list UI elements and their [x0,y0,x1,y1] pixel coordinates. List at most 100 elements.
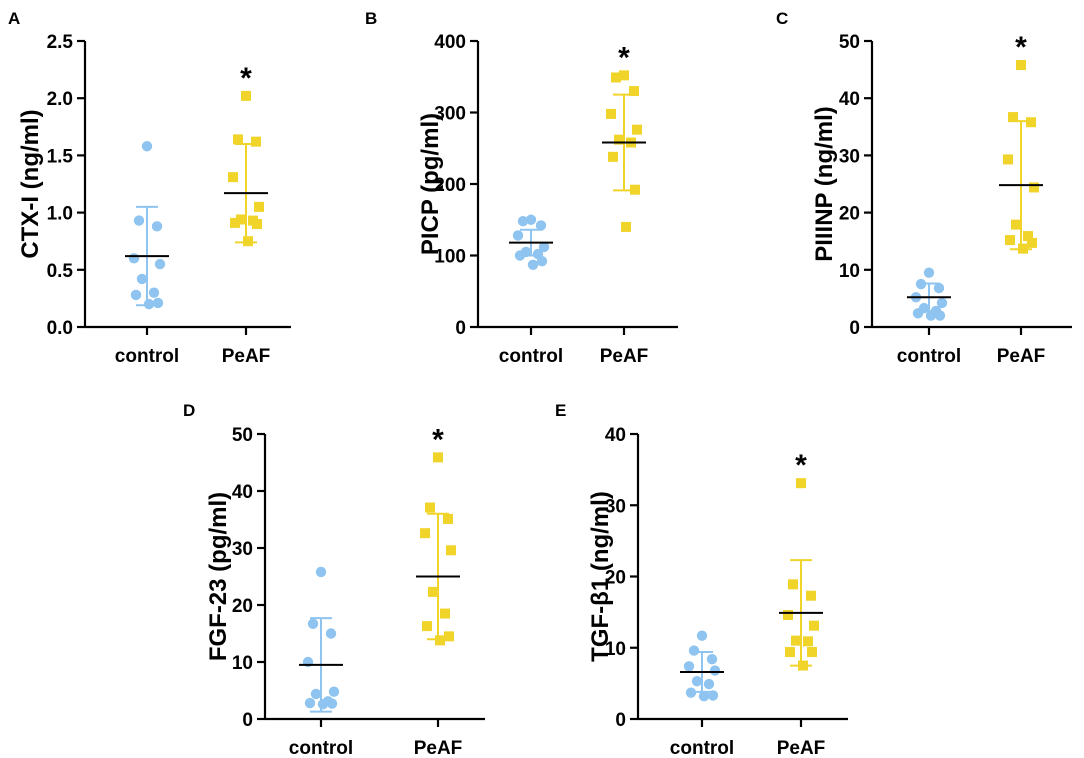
data-point [785,647,795,658]
data-point [630,184,640,195]
series-control [907,267,951,321]
data-point [611,72,621,83]
data-point [440,608,450,619]
y-tick-label: 40 [232,482,253,503]
panel-letter: C [776,9,788,28]
data-point [791,635,801,646]
y-tick-label: 0 [615,710,626,731]
x-tick-label-peaf: PeAF [777,738,826,758]
data-point [130,289,142,301]
y-tick-label: 30 [605,496,626,517]
data-point [535,220,547,231]
data-point [788,579,798,590]
data-point [1027,237,1037,248]
y-tick-label: 2.5 [47,32,74,53]
y-tick-label: 1.0 [47,204,73,225]
data-point [425,502,435,513]
series-control [509,214,553,270]
data-point [803,636,813,647]
data-point [703,678,715,690]
data-point [228,172,238,183]
data-point [307,618,319,630]
data-point [1005,235,1015,246]
y-axis-title: PICP (pg/ml) [417,113,444,255]
data-point [512,230,524,241]
data-point [691,676,703,687]
panel-c: C 0 10 20 30 40 50 control PeAF PIIINP (ng/ml) * [776,9,1072,367]
y-axis-title: PIIINP (ng/ml) [811,106,838,262]
x-tick-label-control: control [670,738,734,758]
series-control [680,630,724,702]
x-tick-label-control: control [115,346,179,367]
data-point [912,308,924,319]
data-point [1008,112,1018,123]
panel-letter: A [8,9,20,28]
data-point [934,310,946,321]
data-point [233,134,243,145]
data-point [606,108,616,119]
data-point [154,258,166,270]
data-point [696,630,708,641]
data-point [783,609,793,620]
data-point [254,201,264,212]
y-tick-label: 30 [232,539,253,560]
y-tick-label: 50 [839,32,860,53]
data-point [133,215,145,226]
data-point [936,297,948,309]
data-point [326,698,338,709]
y-tick-label: 20 [232,596,253,617]
data-point [806,590,816,601]
data-point [538,241,550,253]
panel-letter: E [555,401,566,420]
y-tick-label: 0 [455,318,466,339]
data-point [241,90,251,101]
series-control [125,141,169,310]
data-point [629,86,639,97]
data-point [251,136,261,147]
data-point [709,665,721,676]
data-point [925,310,937,321]
x-tick-label-peaf: PeAF [414,738,463,758]
data-point [446,545,456,556]
data-point [148,287,160,298]
data-point [422,621,432,632]
data-point [141,141,153,152]
data-point [706,653,718,665]
data-point [1003,154,1013,165]
significance-marker: * [240,62,252,95]
data-point [685,687,697,698]
data-point [317,698,329,710]
series-control [299,566,343,713]
series-peaf [999,60,1043,254]
y-tick-label: 0 [849,318,860,339]
significance-marker: * [618,41,630,74]
panel-d: D 0 10 20 30 40 50 control PeAF FGF-23 (pg/ml) * [183,401,485,758]
data-point [328,686,340,697]
significance-marker: * [432,423,444,456]
data-point [152,297,164,309]
data-point [435,635,445,646]
series-peaf [416,452,460,646]
y-tick-label: 2.0 [47,89,73,110]
panel-a: A 0.0 0.5 1.0 1.5 2.0 2.5 control PeAF CTX-I (ng/… [8,9,291,367]
data-point [236,214,246,225]
data-point [1018,243,1028,254]
significance-marker: * [1015,31,1027,64]
data-point [252,219,262,230]
y-tick-label: 10 [605,639,626,660]
panel-e: E 0 10 20 30 40 control PeAF TGF-β1 (ng/ml) * [555,401,848,758]
y-tick-label: 10 [839,261,860,282]
y-tick-label: 20 [839,204,860,225]
data-point [621,221,631,232]
data-point [798,660,808,671]
y-tick-label: 0.0 [47,318,73,339]
x-tick-label-control: control [499,346,563,367]
y-tick-label: 40 [605,425,626,446]
y-tick-label: 100 [434,247,466,268]
data-point [230,217,240,228]
data-point [143,298,155,310]
data-point [796,478,806,489]
data-point [1023,231,1033,242]
data-point [525,214,537,225]
data-point [444,631,454,642]
